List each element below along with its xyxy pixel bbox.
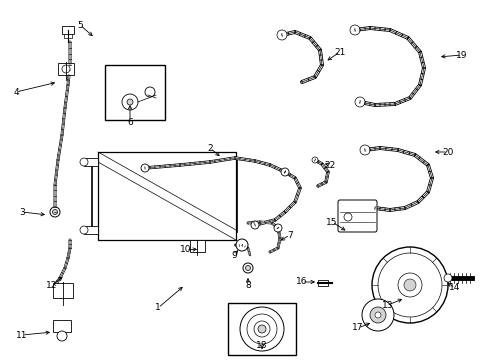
Circle shape [52, 210, 58, 215]
Text: 17: 17 [351, 324, 363, 333]
Circle shape [236, 239, 247, 251]
Circle shape [57, 331, 67, 341]
Circle shape [250, 221, 259, 229]
Circle shape [122, 94, 138, 110]
Circle shape [374, 312, 380, 318]
Text: 7: 7 [286, 230, 292, 239]
Circle shape [349, 25, 359, 35]
Text: 5: 5 [77, 21, 82, 30]
Circle shape [80, 158, 88, 166]
Circle shape [397, 273, 421, 297]
Text: 2: 2 [207, 144, 212, 153]
Circle shape [141, 164, 149, 172]
Circle shape [145, 87, 155, 97]
Circle shape [281, 168, 288, 176]
Bar [58, 63, 74, 75]
Text: 21: 21 [334, 48, 345, 57]
Circle shape [361, 299, 393, 331]
Text: 16: 16 [296, 278, 307, 287]
Circle shape [343, 213, 351, 221]
Circle shape [50, 207, 60, 217]
Circle shape [369, 307, 385, 323]
Text: 8: 8 [244, 280, 250, 289]
Bar [53, 283, 73, 298]
Bar [105, 65, 164, 120]
Text: 14: 14 [448, 284, 460, 292]
FancyBboxPatch shape [337, 200, 376, 232]
Circle shape [311, 157, 317, 163]
Bar [317, 280, 327, 286]
Circle shape [243, 263, 252, 273]
Text: 20: 20 [442, 148, 453, 157]
Circle shape [443, 274, 451, 282]
Bar [98, 152, 236, 240]
Text: 3: 3 [19, 207, 25, 216]
Bar [190, 240, 204, 252]
Bar [53, 320, 71, 332]
Text: 6: 6 [127, 117, 133, 126]
Text: 15: 15 [325, 217, 337, 226]
Circle shape [258, 325, 265, 333]
Text: 13: 13 [382, 301, 393, 310]
Circle shape [359, 145, 369, 155]
Circle shape [273, 224, 282, 232]
Text: 9: 9 [231, 251, 236, 260]
Circle shape [377, 253, 441, 317]
Circle shape [62, 65, 70, 73]
Circle shape [240, 307, 284, 351]
Circle shape [354, 97, 364, 107]
Circle shape [127, 99, 133, 105]
Circle shape [245, 266, 250, 270]
Text: 4: 4 [13, 87, 19, 96]
Text: 18: 18 [256, 341, 267, 350]
Circle shape [246, 314, 276, 344]
Bar [227, 303, 295, 355]
Bar [64, 34, 72, 38]
Bar [62, 26, 74, 34]
Circle shape [253, 321, 269, 337]
Circle shape [371, 247, 447, 323]
Text: 22: 22 [324, 161, 335, 170]
Text: 11: 11 [16, 330, 28, 339]
Text: 19: 19 [455, 50, 467, 59]
Circle shape [403, 279, 415, 291]
Circle shape [276, 30, 286, 40]
Bar [84, 226, 98, 234]
Circle shape [80, 226, 88, 234]
Text: 12: 12 [46, 280, 58, 289]
Text: 10: 10 [180, 246, 191, 255]
Text: 1: 1 [155, 303, 161, 312]
Bar [84, 158, 98, 166]
